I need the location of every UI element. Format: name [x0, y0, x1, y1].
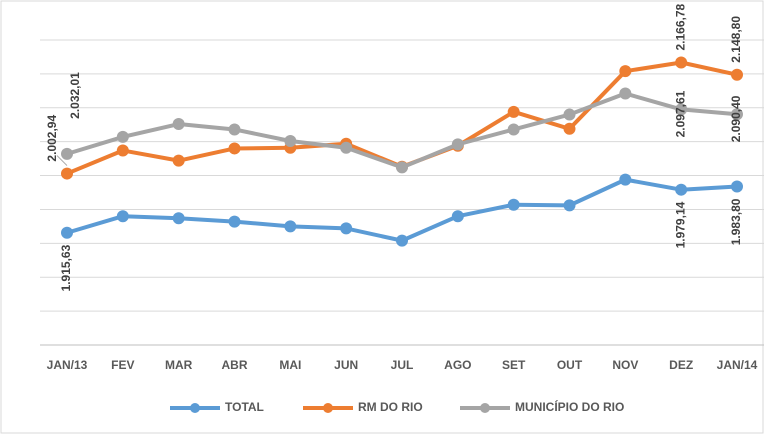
data-label: 2.032,01: [68, 72, 82, 119]
point: [563, 108, 576, 121]
point: [228, 142, 241, 155]
point: [563, 122, 576, 135]
x-tick-label: MAI: [279, 358, 301, 372]
x-tick-label: OUT: [557, 358, 583, 372]
x-tick-label: JAN/14: [717, 358, 758, 372]
x-tick-label: JAN/13: [47, 358, 88, 372]
point: [675, 103, 688, 116]
point: [61, 147, 73, 160]
legend-marker: [190, 403, 200, 413]
legend-marker: [480, 403, 490, 413]
x-tick-label: AGO: [444, 358, 471, 372]
data-label: 1.915,63: [59, 244, 73, 291]
legend-label: RM DO RIO: [358, 400, 423, 414]
point: [116, 210, 129, 223]
x-tick-label: FEV: [111, 358, 134, 372]
point: [563, 199, 576, 212]
x-tick-label: JUL: [391, 358, 414, 372]
legend-label: TOTAL: [225, 400, 264, 414]
point: [61, 226, 73, 239]
point: [731, 108, 743, 121]
point: [731, 180, 743, 193]
data-label: 1.979,14: [673, 201, 687, 248]
point: [172, 118, 185, 131]
data-label: 2.090,40: [729, 95, 743, 142]
point: [396, 161, 408, 174]
x-tick-label: DEZ: [669, 358, 693, 372]
data-label: 1.983,80: [729, 198, 743, 245]
leader-line: [56, 155, 68, 166]
data-label: 2.002,94: [45, 115, 59, 162]
point: [451, 210, 464, 223]
data-label: 2.166,78: [673, 3, 687, 50]
point: [731, 68, 743, 81]
point: [396, 234, 408, 247]
point: [507, 123, 520, 136]
data-label: 2.097,61: [673, 90, 687, 137]
point: [61, 167, 73, 180]
point: [284, 134, 297, 147]
legend-label: MUNICÍPIO DO RIO: [515, 399, 624, 414]
point: [619, 87, 632, 100]
point: [507, 198, 520, 211]
point: [675, 183, 688, 196]
legend-marker: [323, 403, 333, 413]
point: [340, 141, 353, 154]
point: [116, 144, 129, 157]
point: [228, 123, 241, 136]
point: [228, 215, 241, 228]
x-tick-label: JUN: [334, 358, 358, 372]
point: [507, 105, 520, 118]
point: [451, 138, 464, 151]
point: [675, 56, 688, 69]
point: [340, 222, 353, 235]
x-tick-label: ABR: [222, 358, 248, 372]
x-tick-label: MAR: [165, 358, 193, 372]
point: [619, 65, 632, 78]
point: [172, 154, 185, 167]
point: [619, 173, 632, 186]
point: [116, 130, 129, 143]
point: [172, 212, 185, 225]
x-tick-label: SET: [502, 358, 526, 372]
x-tick-label: NOV: [612, 358, 638, 372]
point: [284, 220, 297, 233]
data-label: 2.148,80: [729, 16, 743, 63]
